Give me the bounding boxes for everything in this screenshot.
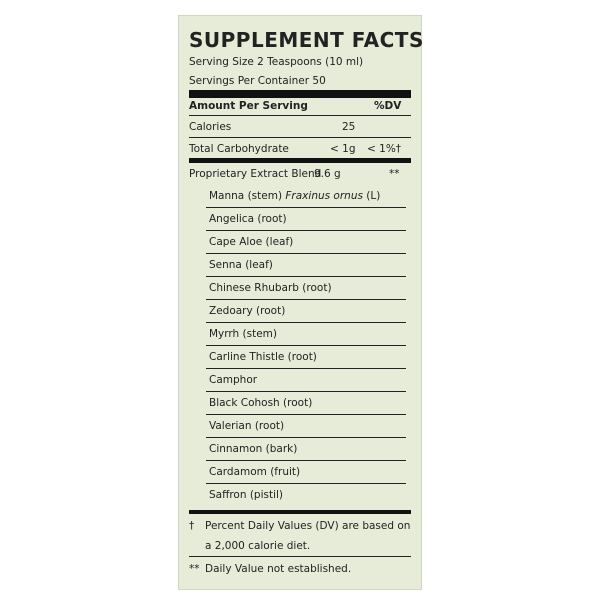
footnote-text: Percent Daily Values (DV) are based on <box>205 520 411 532</box>
thick-rule <box>189 510 411 514</box>
footnote-text: a 2,000 calorie diet. <box>205 540 311 552</box>
ingredient: Myrrh (stem) <box>209 328 277 340</box>
ingredient: Angelica (root) <box>209 213 287 225</box>
ingredient: Black Cohosh (root) <box>209 397 313 409</box>
ingredient: Cape Aloe (leaf) <box>209 236 294 248</box>
serving-size: Serving Size 2 Teaspoons (10 ml) <box>189 56 364 68</box>
row-dv: ** <box>389 168 400 180</box>
rule <box>206 299 406 300</box>
row-amount: < 1g <box>330 143 356 155</box>
column-header: %DV <box>374 100 402 112</box>
rule <box>206 414 406 415</box>
rule <box>206 437 406 438</box>
row-label: Total Carbohydrate <box>189 143 289 155</box>
rule <box>206 322 406 323</box>
footnote-symbol: † <box>189 520 195 532</box>
rule <box>206 368 406 369</box>
ingredient-name: Manna (stem) <box>209 190 283 202</box>
row-amount: 25 <box>342 121 356 133</box>
ingredient-suffix: (L) <box>366 190 381 202</box>
ingredient: Valerian (root) <box>209 420 285 432</box>
footnote-text: Daily Value not established. <box>205 563 352 575</box>
ingredient: Chinese Rhubarb (root) <box>209 282 332 294</box>
rule <box>189 115 411 116</box>
rule <box>206 345 406 346</box>
ingredient: Senna (leaf) <box>209 259 273 271</box>
footnote-symbol: ** <box>189 563 200 575</box>
row-label: Calories <box>189 121 232 133</box>
ingredient: Carline Thistle (root) <box>209 351 317 363</box>
servings-per-container: Servings Per Container 50 <box>189 75 326 87</box>
supplement-panel: SUPPLEMENT FACTS Serving Size 2 Teaspoon… <box>178 15 424 590</box>
ingredient: Manna (stem) Fraxinus ornus (L) <box>209 189 380 203</box>
ingredient: Saffron (pistil) <box>209 489 284 501</box>
title: SUPPLEMENT FACTS <box>189 28 424 52</box>
rule <box>206 276 406 277</box>
rule <box>206 460 406 461</box>
ingredient: Zedoary (root) <box>209 305 286 317</box>
row-amount: 9.6 g <box>314 168 341 180</box>
row-label: Proprietary Extract Blend <box>189 168 322 180</box>
ingredient: Cinnamon (bark) <box>209 443 298 455</box>
rule <box>206 230 406 231</box>
rule <box>189 137 411 138</box>
ingredient: Camphor <box>209 374 258 386</box>
column-header: Amount Per Serving <box>189 100 308 112</box>
rule <box>206 253 406 254</box>
ingredient-latin: Fraxinus ornus <box>285 190 363 202</box>
thick-rule <box>189 90 411 98</box>
rule <box>206 483 406 484</box>
ingredient: Cardamom (fruit) <box>209 466 301 478</box>
row-dv: < 1%† <box>367 143 402 155</box>
rule <box>206 207 406 208</box>
thick-rule <box>189 158 411 163</box>
rule <box>206 391 406 392</box>
rule <box>189 556 411 557</box>
